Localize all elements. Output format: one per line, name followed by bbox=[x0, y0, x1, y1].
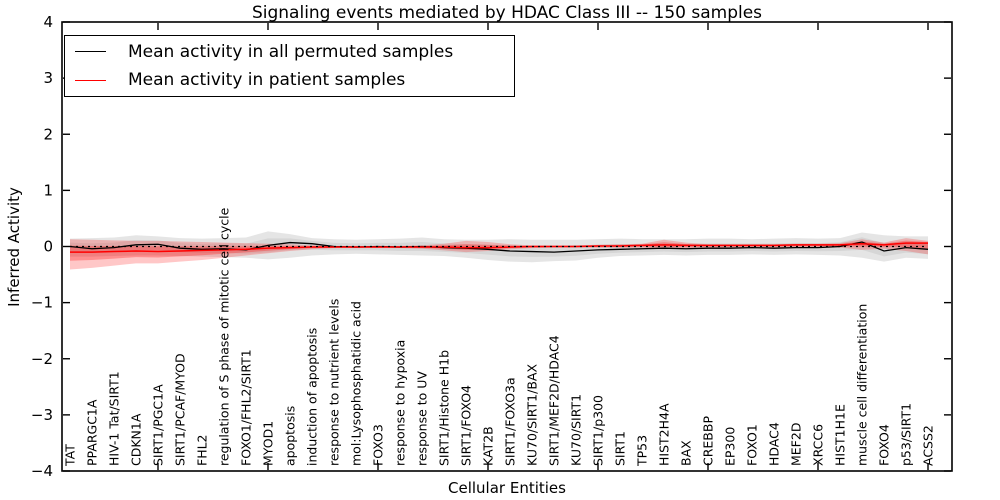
legend-entry-patient: Mean activity in patient samples bbox=[75, 67, 514, 93]
x-tick-label: SIRT1/p300 bbox=[591, 395, 606, 466]
x-tick-label: response to nutrient levels bbox=[327, 299, 342, 466]
x-tick-label: FHL2 bbox=[195, 434, 210, 466]
x-tick-label: FOXO1 bbox=[745, 424, 760, 466]
x-tick-label: EP300 bbox=[723, 427, 738, 466]
x-tick-label: apoptosis bbox=[283, 406, 298, 466]
x-tick-label: response to UV bbox=[415, 371, 430, 466]
x-tick-label: SIRT1/PGC1A bbox=[151, 384, 166, 466]
permuted-mean-line bbox=[69, 241, 929, 253]
y-tick-label: −1 bbox=[31, 294, 53, 312]
x-tick-label: TAT bbox=[63, 444, 78, 467]
x-tick-label: SIRT1/FOXO3a bbox=[503, 377, 518, 466]
x-tick-label: CDKN1A bbox=[129, 413, 144, 466]
legend-entry-permuted: Mean activity in all permuted samples bbox=[75, 39, 514, 65]
chart-title: Signaling events mediated by HDAC Class … bbox=[251, 3, 763, 23]
x-tick-label: HIST1H1E bbox=[833, 404, 848, 466]
x-tick-label: CREBBP bbox=[701, 416, 716, 466]
x-tick-label: SIRT1 bbox=[613, 431, 628, 466]
x-tick-label: SIRT1/MEF2D/HDAC4 bbox=[547, 335, 562, 466]
y-tick-label: 0 bbox=[43, 238, 53, 256]
x-tick-label: p53/SIRT1 bbox=[899, 403, 914, 466]
y-tick-label: 1 bbox=[43, 181, 53, 199]
x-tick-label: HIST2H4A bbox=[657, 403, 672, 466]
x-tick-label: MEF2D bbox=[789, 423, 804, 466]
y-axis-label: Inferred Activity bbox=[5, 187, 23, 307]
x-tick-label: SIRT1/Histone H1b bbox=[437, 350, 452, 466]
plot-border bbox=[61, 21, 953, 472]
x-tick-label: KU70/SIRT1 bbox=[569, 394, 584, 466]
legend: Mean activity in all permuted samples Me… bbox=[64, 35, 515, 97]
y-tick-label: 2 bbox=[43, 125, 53, 143]
x-tick-label: FOXO4 bbox=[877, 424, 892, 466]
legend-label-permuted: Mean activity in all permuted samples bbox=[128, 41, 454, 62]
y-tick-label: −3 bbox=[31, 406, 53, 424]
x-tick-label: ACSS2 bbox=[921, 425, 936, 466]
y-tick-label: −2 bbox=[31, 350, 53, 368]
legend-label-patient: Mean activity in patient samples bbox=[128, 70, 406, 91]
x-tick-label: SIRT1/FOXO4 bbox=[459, 385, 474, 466]
x-tick-label: FOXO1/FHL2/SIRT1 bbox=[239, 349, 254, 466]
x-tick-label: regulation of S phase of mitotic cell cy… bbox=[217, 207, 232, 466]
x-tick-label: PPARGC1A bbox=[85, 399, 100, 466]
x-tick-label: FOXO3 bbox=[371, 424, 386, 466]
x-axis-label: Cellular Entities bbox=[448, 479, 566, 497]
x-tick-label: KAT2B bbox=[481, 426, 496, 466]
x-tick-label: induction of apoptosis bbox=[305, 328, 320, 466]
x-tick-label: TP53 bbox=[635, 435, 650, 467]
x-tick-label: KU70/SIRT1/BAX bbox=[525, 364, 540, 466]
permuted-line-sample-icon bbox=[75, 51, 106, 53]
y-tick-label: −4 bbox=[31, 462, 53, 480]
x-tick-label: SIRT1/PCAF/MYOD bbox=[173, 353, 188, 466]
x-tick-label: XRCC6 bbox=[811, 424, 826, 466]
x-tick-label: response to hypoxia bbox=[393, 340, 408, 466]
patient-mean-line bbox=[70, 242, 928, 253]
x-tick-label: mol:Lysophosphatidic acid bbox=[349, 301, 364, 466]
y-tick-label: 4 bbox=[43, 13, 53, 31]
x-tick-label: MYOD1 bbox=[261, 421, 276, 466]
patient-line-sample-icon bbox=[75, 79, 106, 81]
x-tick-label: HDAC4 bbox=[767, 422, 782, 466]
y-tick-label: 3 bbox=[43, 69, 53, 87]
x-tick-label: muscle cell differentiation bbox=[855, 304, 870, 466]
x-tick-label: BAX bbox=[679, 440, 694, 466]
x-tick-label: HIV-1 Tat/SIRT1 bbox=[107, 371, 122, 466]
